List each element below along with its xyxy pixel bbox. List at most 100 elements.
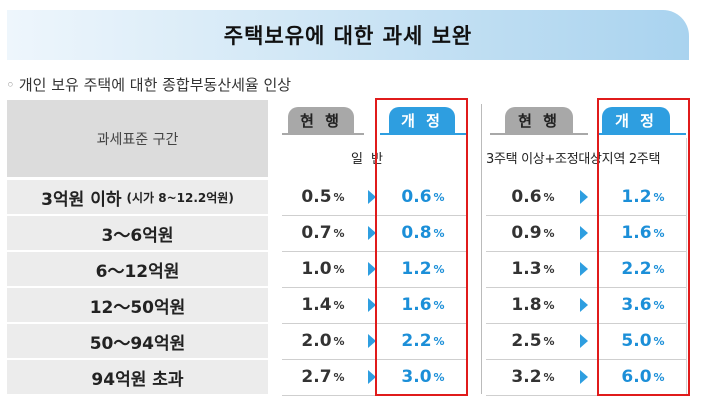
highlight-box-multi — [597, 98, 690, 396]
row-label-background — [7, 216, 268, 250]
row-label-text: 94억원 초과 — [91, 369, 184, 390]
row-label: 3～6억원 — [7, 216, 268, 250]
value-revised-multi: 6.0% — [600, 360, 686, 394]
value-revised-general: 2.2% — [380, 324, 466, 358]
row-label-background — [7, 180, 268, 214]
rate-number: 2.5 — [511, 331, 542, 351]
category-multi: 3주택 이상+조정대상지역 2주택 — [486, 151, 661, 167]
arrow-right-icon — [368, 298, 376, 312]
value-revised-general: 0.8% — [380, 216, 466, 250]
rate-number: 5.0 — [621, 331, 652, 351]
value-current-general: 1.0% — [282, 252, 364, 286]
subtitle-text: 개인 보유 주택에 대한 종합부동산세율 인상 — [18, 76, 292, 94]
percent-unit: % — [433, 298, 445, 312]
row-divider — [282, 287, 466, 288]
row-label-background — [7, 252, 268, 286]
bullet-icon: ◦ — [6, 76, 15, 94]
value-revised-general: 0.6% — [380, 180, 466, 214]
row-divider — [486, 251, 686, 252]
percent-unit: % — [653, 370, 665, 384]
value-current-multi: 0.6% — [486, 180, 580, 214]
row-divider — [486, 395, 686, 396]
arrow-right-icon — [368, 370, 376, 384]
arrow-right-icon — [580, 262, 588, 276]
percent-unit: % — [543, 226, 555, 240]
arrow-right-icon — [368, 262, 376, 276]
percent-unit: % — [433, 370, 445, 384]
row-label: 6～12억원 — [7, 252, 268, 286]
rate-number: 2.7 — [301, 367, 332, 387]
value-revised-multi: 5.0% — [600, 324, 686, 358]
arrow-right-icon — [368, 334, 376, 348]
value-current-general: 1.4% — [282, 288, 364, 322]
percent-unit: % — [333, 370, 345, 384]
rate-number: 0.7 — [301, 223, 332, 243]
row-label-background — [7, 288, 268, 322]
percent-unit: % — [433, 226, 445, 240]
value-current-general: 0.5% — [282, 180, 364, 214]
row-divider — [486, 359, 686, 360]
rate-number: 1.8 — [511, 295, 542, 315]
percent-unit: % — [543, 262, 555, 276]
percent-unit: % — [543, 370, 555, 384]
percent-unit: % — [653, 190, 665, 204]
rate-number: 1.0 — [301, 259, 332, 279]
column-divider — [481, 104, 482, 394]
rate-number: 3.6 — [621, 295, 652, 315]
row-divider — [486, 287, 686, 288]
value-revised-general: 1.6% — [380, 288, 466, 322]
rate-number: 3.0 — [401, 367, 432, 387]
value-current-multi: 1.8% — [486, 288, 580, 322]
row-divider — [282, 395, 466, 396]
percent-unit: % — [433, 262, 445, 276]
tab-current-multi: 현 행 — [505, 107, 573, 133]
value-current-multi: 2.5% — [486, 324, 580, 358]
row-divider — [282, 215, 466, 216]
title-banner: 주택보유에 대한 과세 보완 — [7, 10, 689, 60]
row-label: 94억원 초과 — [7, 360, 268, 394]
row-label-text: 12～50억원 — [89, 297, 186, 318]
percent-unit: % — [333, 298, 345, 312]
tab-underline — [598, 133, 686, 135]
subtitle: ◦ 개인 보유 주택에 대한 종합부동산세율 인상 — [6, 74, 291, 95]
percent-unit: % — [653, 226, 665, 240]
row-label-note: (시가 8~12.2억원) — [126, 190, 234, 205]
tab-underline — [282, 133, 364, 135]
rate-number: 1.4 — [301, 295, 332, 315]
rate-number: 3.2 — [511, 367, 542, 387]
column-divider — [686, 138, 687, 394]
value-current-general: 2.0% — [282, 324, 364, 358]
percent-unit: % — [433, 334, 445, 348]
tab-underline — [380, 133, 466, 135]
row-label-text: 50～94억원 — [89, 333, 186, 354]
row-label: 12～50억원 — [7, 288, 268, 322]
tab-revised-general: 개 정 — [389, 107, 455, 133]
page-title: 주택보유에 대한 과세 보완 — [223, 24, 473, 48]
rate-number: 1.2 — [621, 187, 652, 207]
value-current-general: 0.7% — [282, 216, 364, 250]
value-current-multi: 0.9% — [486, 216, 580, 250]
arrow-right-icon — [580, 298, 588, 312]
row-label-text: 6～12억원 — [95, 261, 180, 282]
rate-number: 1.6 — [621, 223, 652, 243]
arrow-right-icon — [368, 190, 376, 204]
rate-number: 0.8 — [401, 223, 432, 243]
tab-revised-multi: 개 정 — [602, 107, 670, 133]
value-current-multi: 3.2% — [486, 360, 580, 394]
rate-number: 0.5 — [301, 187, 332, 207]
row-divider — [282, 323, 466, 324]
tab-underline — [490, 133, 588, 135]
rate-number: 2.0 — [301, 331, 332, 351]
row-divider — [486, 323, 686, 324]
rate-number: 0.9 — [511, 223, 542, 243]
tab-current-general: 현 행 — [288, 107, 354, 133]
row-divider — [282, 359, 466, 360]
rate-number: 1.6 — [401, 295, 432, 315]
percent-unit: % — [433, 190, 445, 204]
highlight-box-general — [375, 98, 468, 396]
rate-number: 2.2 — [621, 259, 652, 279]
rate-number: 6.0 — [621, 367, 652, 387]
row-divider — [486, 215, 686, 216]
value-revised-multi: 2.2% — [600, 252, 686, 286]
row-label-text: 3억원 이하 — [41, 189, 122, 210]
